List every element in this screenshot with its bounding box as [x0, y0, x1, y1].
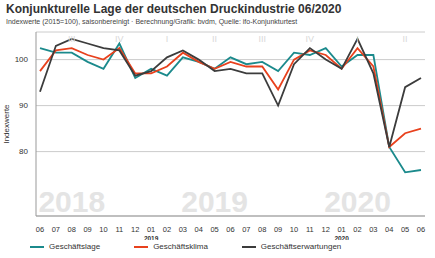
svg-text:2020: 2020 [324, 185, 391, 218]
html-text:Indexwerte (2015=100), saisonb: Indexwerte (2015=100), saisonbereinigt ·… [6, 18, 298, 25]
svg-text:03: 03 [369, 225, 377, 234]
svg-text:02: 02 [353, 225, 361, 234]
svg-text:2019: 2019 [181, 185, 248, 218]
svg-text:IV: IV [306, 34, 315, 44]
svg-text:Indexwerte: Indexwerte [8, 104, 11, 144]
svg-text:08: 08 [258, 225, 266, 234]
svg-text:04: 04 [195, 225, 203, 234]
svg-text:II: II [212, 34, 217, 44]
svg-text:10: 10 [290, 225, 298, 234]
svg-text:05: 05 [210, 225, 218, 234]
svg-text:03: 03 [179, 225, 187, 234]
svg-text:12: 12 [322, 225, 330, 234]
html-text:Geschäftserwartungen: Geschäftserwartungen [260, 242, 342, 251]
svg-text:08: 08 [68, 225, 76, 234]
svg-text:2020: 2020 [334, 235, 349, 240]
svg-text:2019: 2019 [144, 235, 159, 240]
svg-text:06: 06 [226, 225, 234, 234]
svg-text:06: 06 [417, 225, 425, 234]
svg-text:IV: IV [115, 34, 124, 44]
svg-text:02: 02 [163, 225, 171, 234]
svg-text:I: I [166, 34, 169, 44]
svg-text:09: 09 [274, 225, 282, 234]
svg-text:04: 04 [385, 225, 393, 234]
svg-text:I: I [356, 34, 359, 44]
svg-text:90: 90 [19, 101, 28, 110]
html-text:Geschäftslage: Geschäftslage [49, 242, 101, 251]
svg-text:80: 80 [19, 147, 28, 156]
svg-text:III: III [258, 34, 266, 44]
svg-text:12: 12 [131, 225, 139, 234]
svg-text:100: 100 [15, 55, 29, 64]
svg-text:2018: 2018 [38, 185, 105, 218]
svg-text:07: 07 [242, 225, 250, 234]
svg-text:01: 01 [337, 225, 345, 234]
html-text:Konjunkturelle Lage der deutsc: Konjunkturelle Lage der deutschen Drucki… [6, 2, 342, 16]
svg-text:11: 11 [306, 225, 314, 234]
html-text:Geschäftsklima: Geschäftsklima [153, 242, 208, 251]
svg-text:05: 05 [401, 225, 409, 234]
svg-text:07: 07 [52, 225, 60, 234]
svg-text:11: 11 [115, 225, 123, 234]
svg-text:09: 09 [83, 225, 91, 234]
svg-text:10: 10 [99, 225, 107, 234]
svg-text:01: 01 [147, 225, 155, 234]
svg-text:III: III [68, 34, 76, 44]
svg-text:II: II [403, 34, 408, 44]
svg-text:06: 06 [36, 225, 44, 234]
